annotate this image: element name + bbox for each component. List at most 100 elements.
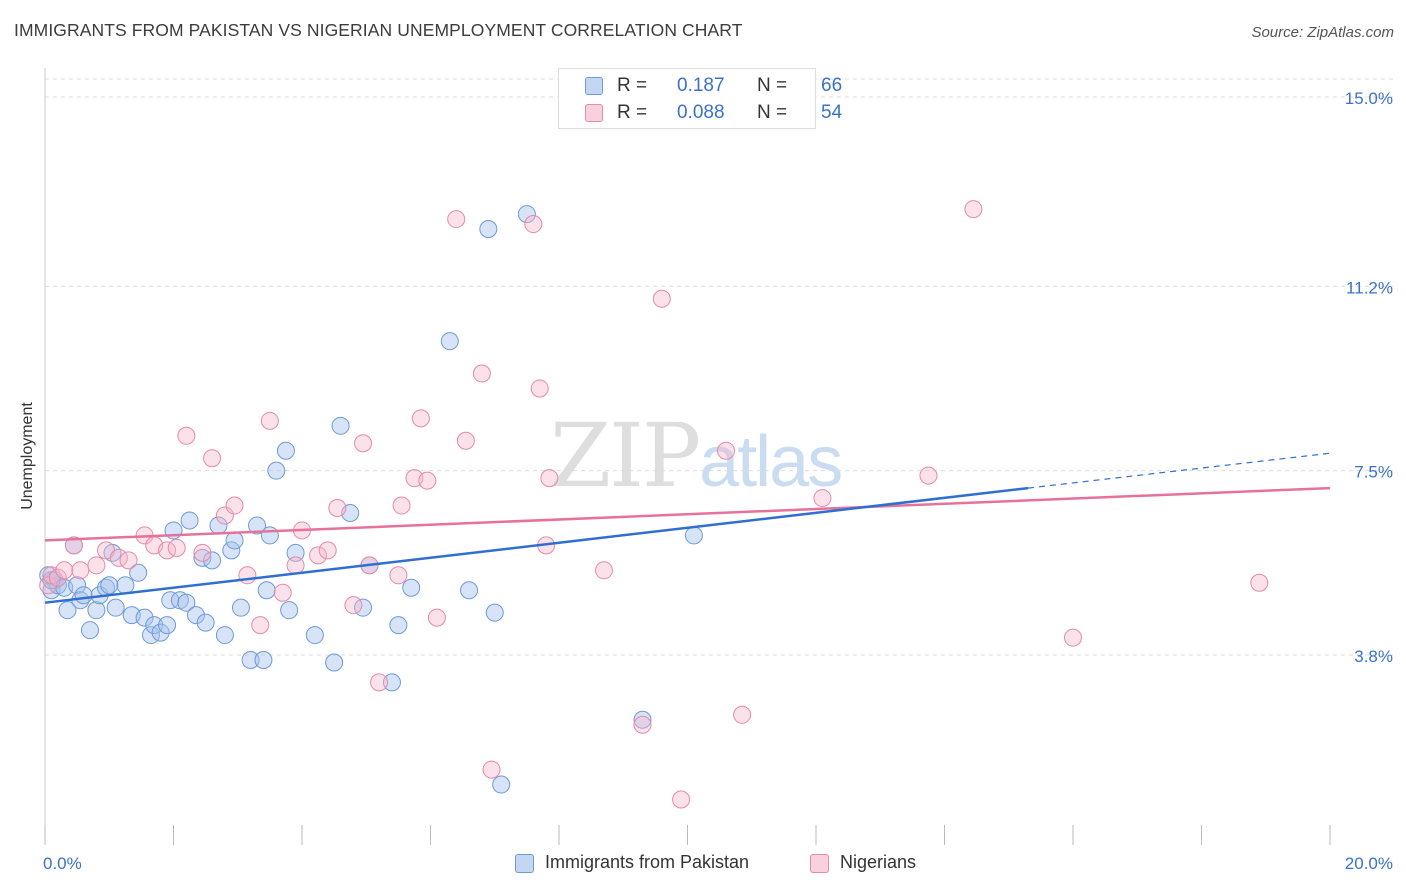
pakistan-trend-line	[44, 486, 1029, 604]
legend-n-value: 54	[821, 102, 843, 123]
nigerian-point	[55, 561, 74, 580]
pakistan-point	[231, 598, 250, 617]
nigerian-point	[370, 673, 389, 692]
nigerian-point	[328, 499, 347, 518]
legend-n-label: N =	[757, 102, 788, 123]
pakistan-point	[440, 332, 459, 351]
nigerian-point	[594, 561, 613, 580]
nigerian-point	[540, 469, 559, 488]
nigerian-point	[919, 466, 938, 485]
pakistan-point	[74, 586, 93, 605]
nigerian-point	[273, 583, 292, 602]
nigerian-point	[39, 576, 58, 595]
pakistan-point	[260, 526, 279, 545]
y-tick-label: 11.2%	[1346, 278, 1393, 297]
pakistan-point	[87, 601, 106, 620]
nigerian-point	[392, 496, 411, 515]
pakistan-point	[177, 593, 196, 612]
legend-label-pakistan: Immigrants from Pakistan	[545, 852, 750, 872]
source-label: Source: ZipAtlas.com	[1251, 24, 1394, 41]
x-tick-label: 0.0%	[43, 854, 82, 873]
nigerian-point	[238, 566, 257, 585]
nigerian-point	[1250, 573, 1269, 592]
watermark-atlas: atlas	[699, 422, 843, 502]
pakistan-point	[222, 541, 241, 560]
nigerian-point	[411, 409, 430, 428]
pakistan-point	[257, 581, 276, 600]
legend-r-label: R =	[617, 75, 648, 96]
legend-r-value: 0.088	[677, 102, 725, 123]
legend-n-label: N =	[757, 75, 788, 96]
nigerian-point	[672, 790, 691, 809]
watermark: ZIPatlas	[550, 404, 843, 507]
pakistan-point	[402, 578, 421, 597]
pakistan-point	[492, 775, 511, 794]
pakistan-point	[389, 616, 408, 635]
nigerian-point	[964, 200, 983, 219]
pakistan-point	[276, 441, 295, 460]
nigerian-point	[225, 496, 244, 515]
pakistan-point	[196, 613, 215, 632]
nigerian-point	[318, 541, 337, 560]
legend-swatch-pakistan	[585, 77, 603, 95]
nigerian-point	[472, 364, 491, 383]
nigerian-point	[71, 561, 90, 580]
pakistan-point	[186, 606, 205, 625]
pakistan-point	[331, 416, 350, 435]
nigerian-point	[48, 568, 67, 587]
nigerian-point	[717, 441, 736, 460]
legend-swatch-nigerians	[810, 854, 829, 873]
pakistan-point	[158, 616, 177, 635]
nigerian-point	[193, 543, 212, 562]
nigerian-point	[456, 431, 475, 450]
nigerian-point	[354, 434, 373, 453]
nigerian-point	[447, 210, 466, 229]
nigerian-point	[87, 556, 106, 575]
pakistan-point	[305, 626, 324, 645]
nigerian-point	[251, 616, 270, 635]
x-tick-label: 20.0%	[1345, 854, 1393, 873]
nigerian-point	[260, 411, 279, 430]
pakistan-point	[225, 531, 244, 550]
nigerian-point	[167, 538, 186, 557]
pakistan-point	[151, 623, 170, 642]
chart-title: IMMIGRANTS FROM PAKISTAN VS NIGERIAN UNE…	[14, 20, 743, 40]
legend-r-value: 0.187	[677, 75, 725, 96]
nigerian-point	[427, 608, 446, 627]
pakistan-point	[135, 608, 154, 627]
pakistan-point	[633, 710, 652, 729]
pakistan-point	[100, 576, 119, 595]
pakistan-point	[241, 650, 260, 669]
nigerian-point	[344, 596, 363, 615]
pakistan-point	[684, 526, 703, 545]
legend-r-label: R =	[617, 102, 648, 123]
pakistan-point	[80, 621, 99, 640]
pakistan-point	[116, 576, 135, 595]
pakistan-point	[286, 543, 305, 562]
nigerian-point	[530, 379, 549, 398]
pakistan-point	[254, 650, 273, 669]
nigerian-point	[309, 546, 328, 565]
y-axis-label: Unemployment	[19, 402, 36, 510]
nigerian-point	[813, 489, 832, 508]
nigerian-point	[652, 289, 671, 308]
pakistan-point	[106, 598, 125, 617]
nigerian-point	[1064, 628, 1082, 647]
pakistan-point	[215, 626, 234, 645]
watermark-zip: ZIP	[550, 404, 701, 507]
pakistan-point	[58, 601, 77, 620]
y-tick-label: 15.0%	[1345, 89, 1393, 108]
y-tick-label: 7.5%	[1354, 463, 1393, 482]
pakistan-point	[203, 551, 222, 570]
pakistan-trend-extension	[1027, 452, 1331, 489]
pakistan-point	[382, 673, 401, 692]
nigerian-point	[64, 536, 83, 555]
pakistan-point	[460, 581, 479, 600]
nigerian-trend-line	[44, 486, 1331, 542]
legend-swatch-nigerians	[585, 104, 603, 122]
pakistan-point	[325, 653, 344, 672]
series-legend: Immigrants from Pakistan Nigerians	[0, 852, 1406, 878]
nigerian-point	[286, 556, 305, 575]
legend-swatch-pakistan	[515, 854, 534, 873]
